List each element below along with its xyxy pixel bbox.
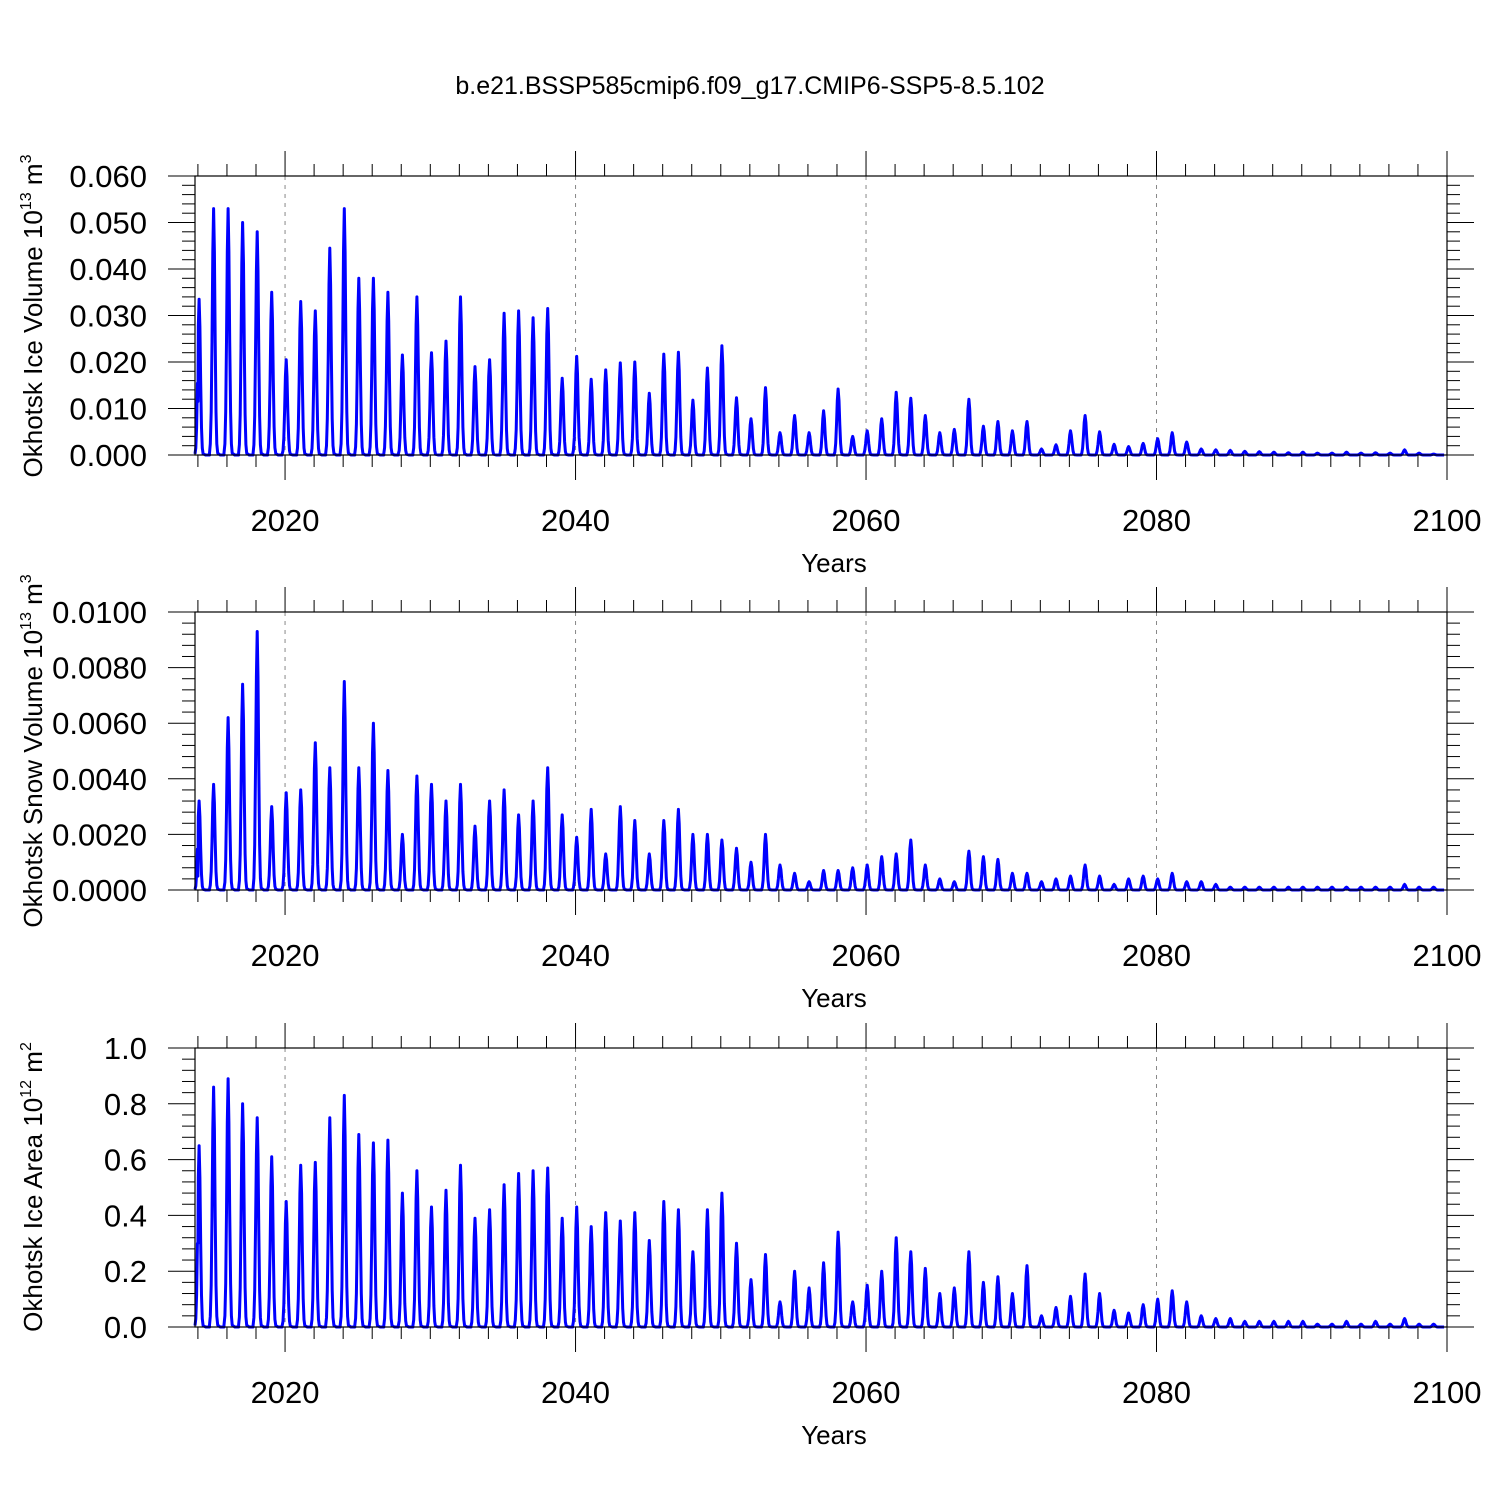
- y-tick-label: 0.030: [69, 299, 147, 334]
- y-tick-label: 0.050: [69, 206, 147, 241]
- x-tick-label: 2020: [251, 1375, 320, 1410]
- data-series-line: [193, 630, 1445, 892]
- x-tick-label: 2040: [541, 938, 610, 973]
- y-tick-label: 0.0020: [52, 817, 147, 852]
- x-tick-label: 2100: [1413, 1375, 1482, 1410]
- x-tick-label: 2060: [832, 1375, 901, 1410]
- x-axis-label: Years: [801, 548, 867, 578]
- y-tick-label: 1.0: [104, 1031, 147, 1066]
- y-tick-label: 0.6: [104, 1143, 147, 1178]
- y-tick-label: 0.020: [69, 345, 147, 380]
- plot-frame: [194, 175, 1448, 456]
- chart-panel-1: 2020 2040 2060 2080 2100 0.000 0.010 0.020 0.030…: [18, 151, 1481, 578]
- y-axis-label: Okhotsk Snow Volume 1013 m3: [18, 574, 48, 927]
- data-series-line: [193, 1077, 1445, 1329]
- y-tick-label: 0.040: [69, 252, 147, 287]
- y-axis-label: Okhotsk Ice Area 1012 m2: [18, 1042, 48, 1332]
- y-tick-label: 0.4: [104, 1198, 147, 1233]
- y-tick-label: 0.0080: [52, 651, 147, 686]
- x-tick-label: 2080: [1122, 1375, 1191, 1410]
- plot-frame: [194, 611, 1448, 891]
- y-tick-label: 0.060: [69, 159, 147, 194]
- y-tick-label: 0.000: [69, 438, 147, 473]
- x-axis-label: Years: [801, 983, 867, 1013]
- y-tick-label: 0.2: [104, 1254, 147, 1289]
- x-tick-label: 2020: [251, 503, 320, 538]
- y-tick-label: 0.0100: [52, 595, 147, 630]
- x-tick-label: 2040: [541, 1375, 610, 1410]
- x-tick-label: 2040: [541, 503, 610, 538]
- chart-panel-2: 2020 2040 2060 2080 2100 0.0000 0.0020 0.0040 0.…: [18, 574, 1481, 1013]
- plot-frame: [194, 1047, 1448, 1328]
- figure-title: b.e21.BSSP585cmip6.f09_g17.CMIP6-SSP5-8.…: [455, 72, 1045, 100]
- x-axis-label: Years: [801, 1420, 867, 1450]
- x-tick-label: 2100: [1413, 503, 1482, 538]
- y-axis-label: Okhotsk Ice Volume 1013 m3: [18, 154, 48, 477]
- x-tick-label: 2080: [1122, 938, 1191, 973]
- x-tick-label: 2060: [832, 503, 901, 538]
- y-tick-label: 0.010: [69, 392, 147, 427]
- y-tick-label: 0.0000: [52, 873, 147, 908]
- y-tick-label: 0.8: [104, 1087, 147, 1122]
- data-series-line: [193, 207, 1445, 457]
- x-tick-label: 2060: [832, 938, 901, 973]
- x-tick-label: 2100: [1413, 938, 1482, 973]
- y-tick-label: 0.0: [104, 1310, 147, 1345]
- chart-panel-3: 2020 2040 2060 2080 2100 0.0 0.2 0.4 0.6 0.8 1.0 Ye…: [18, 1023, 1481, 1450]
- x-tick-label: 2020: [251, 938, 320, 973]
- y-tick-label: 0.0040: [52, 762, 147, 797]
- x-tick-label: 2080: [1122, 503, 1191, 538]
- y-tick-label: 0.0060: [52, 706, 147, 741]
